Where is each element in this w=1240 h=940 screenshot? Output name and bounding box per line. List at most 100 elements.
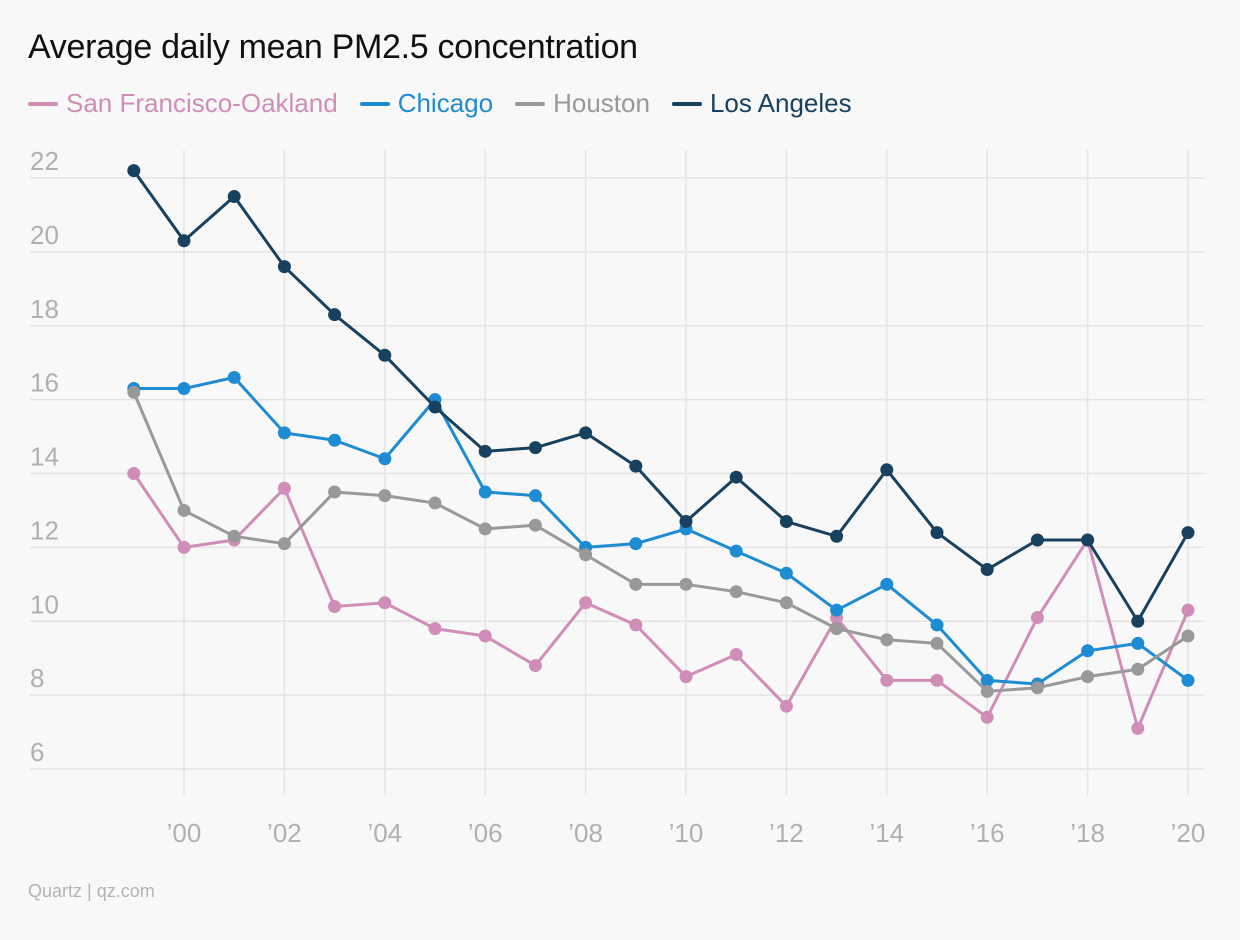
data-point: [528, 441, 542, 455]
series-los-angeles: [127, 164, 1195, 628]
data-point: [629, 537, 643, 551]
data-point: [1131, 614, 1145, 628]
data-point: [579, 426, 593, 440]
data-point: [779, 699, 793, 713]
data-point: [1181, 526, 1195, 540]
data-point: [378, 489, 392, 503]
series-houston: [127, 385, 1195, 698]
x-tick-label: ’14: [869, 818, 904, 848]
data-point: [277, 426, 291, 440]
legend-swatch: [515, 101, 546, 106]
legend-label: San Francisco-Oakland: [66, 88, 338, 118]
legend-item: Chicago: [359, 88, 493, 119]
data-point: [729, 585, 743, 599]
data-point: [428, 400, 442, 414]
data-point: [830, 603, 844, 617]
data-point: [679, 577, 693, 591]
data-point: [679, 670, 693, 684]
data-point: [127, 164, 141, 178]
legend-item: San Francisco-Oakland: [28, 88, 338, 119]
x-tick-label: ’00: [167, 818, 202, 848]
y-tick-label: 18: [30, 294, 59, 324]
data-point: [428, 496, 442, 510]
data-point: [177, 382, 191, 396]
data-point: [629, 577, 643, 591]
x-tick-label: ’16: [970, 818, 1005, 848]
data-point: [277, 537, 291, 551]
data-point: [1181, 673, 1195, 687]
x-tick-label: ’18: [1070, 818, 1105, 848]
data-point: [127, 385, 141, 399]
data-point: [227, 529, 241, 543]
data-point: [629, 618, 643, 632]
data-point: [930, 636, 944, 650]
chart-legend: San Francisco-Oakland Chicago Houston Los A…: [28, 88, 852, 119]
data-point: [729, 647, 743, 661]
chart-title: Average daily mean PM2.5 concentration: [28, 28, 638, 66]
data-point: [729, 544, 743, 558]
y-tick-label: 12: [30, 515, 59, 545]
data-point: [930, 526, 944, 540]
data-point: [1030, 533, 1044, 547]
data-point: [779, 566, 793, 580]
data-point: [679, 515, 693, 529]
data-point: [428, 622, 442, 636]
data-point: [830, 622, 844, 636]
data-point: [177, 234, 191, 248]
data-point: [880, 577, 894, 591]
legend-item: Houston: [515, 88, 650, 119]
legend-label: Houston: [553, 88, 650, 118]
data-point: [1030, 611, 1044, 625]
y-tick-label: 8: [30, 663, 44, 693]
data-point: [980, 563, 994, 577]
y-tick-label: 14: [30, 442, 59, 472]
data-point: [478, 629, 492, 643]
data-point: [177, 540, 191, 554]
y-tick-label: 22: [30, 146, 59, 176]
data-point: [1131, 662, 1145, 676]
data-point: [880, 463, 894, 477]
legend-label: Los Angeles: [709, 88, 852, 118]
data-point: [579, 548, 593, 562]
data-point: [328, 308, 342, 322]
series-line: [132, 169, 1190, 623]
data-point: [779, 515, 793, 529]
data-point: [528, 659, 542, 673]
data-point: [328, 599, 342, 613]
data-point: [227, 189, 241, 203]
data-point: [930, 618, 944, 632]
data-point: [478, 485, 492, 499]
x-tick-label: ’20: [1171, 818, 1206, 848]
legend-item: Los Angeles: [671, 88, 852, 119]
data-point: [328, 485, 342, 499]
series-san-francisco-oakland: [127, 467, 1195, 735]
data-point: [127, 467, 141, 480]
x-tick-label: ’02: [267, 818, 302, 848]
data-point: [880, 633, 894, 647]
y-tick-label: 16: [30, 368, 59, 398]
line-chart: 6 8 10 12 14 16 18 20 22 ’00 ’02 ’04 ’06 ’08 ’10 ’12 ’14…: [30, 146, 1206, 848]
data-point: [1181, 629, 1195, 643]
data-point: [1030, 681, 1044, 695]
data-point: [528, 489, 542, 503]
y-tick-label: 20: [30, 220, 59, 250]
data-point: [830, 529, 844, 543]
data-point: [1181, 603, 1195, 617]
data-point: [478, 444, 492, 458]
legend-swatch: [671, 101, 702, 106]
data-point: [930, 673, 944, 687]
data-point: [378, 348, 392, 362]
data-point: [378, 596, 392, 610]
x-tick-label: ’04: [367, 818, 402, 848]
y-tick-label: 6: [30, 737, 44, 767]
data-point: [1081, 670, 1095, 684]
x-tick-label: ’10: [669, 818, 704, 848]
data-point: [579, 596, 593, 610]
x-tick-label: ’06: [468, 818, 503, 848]
data-point: [1081, 533, 1095, 547]
data-point: [729, 470, 743, 484]
data-point: [779, 596, 793, 610]
source-credit: Quartz | qz.com: [28, 881, 155, 901]
x-tick-label: ’08: [568, 818, 603, 848]
series-chicago: [127, 370, 1195, 691]
